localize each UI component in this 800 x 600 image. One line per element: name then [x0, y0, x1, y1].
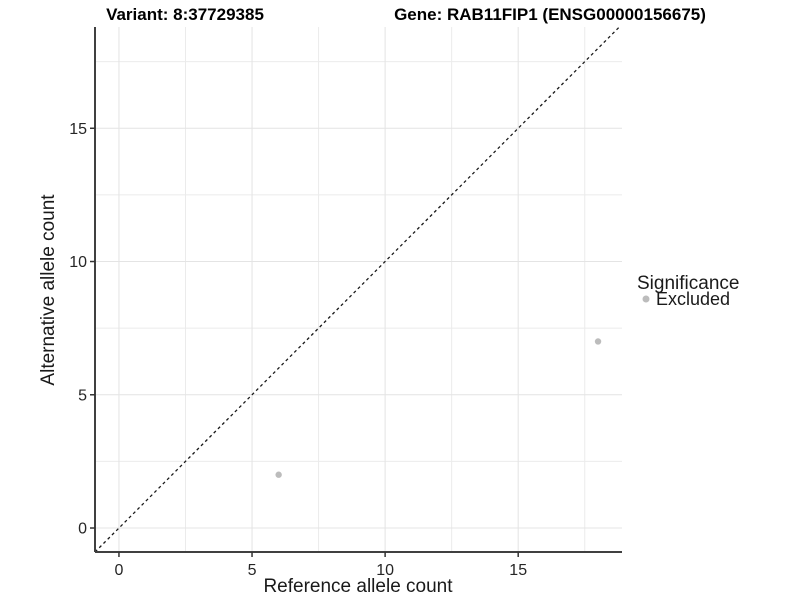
y-tick-label: 5 — [78, 387, 87, 404]
reference-line — [94, 26, 620, 553]
variant-title: Variant: 8:37729385 — [106, 5, 264, 24]
identity-line — [94, 26, 620, 553]
gene-title: Gene: RAB11FIP1 (ENSG00000156675) — [394, 5, 706, 24]
tick-marks — [90, 127, 519, 557]
y-tick-label: 15 — [69, 121, 87, 138]
x-tick-label: 0 — [115, 562, 124, 579]
tick-labels: 0 5 10 15 0 5 10 15 — [69, 121, 527, 579]
legend-title: Significance — [637, 273, 739, 294]
x-axis-title: Reference allele count — [263, 576, 453, 597]
x-tick-label: 15 — [509, 562, 527, 579]
y-tick-label: 0 — [78, 521, 87, 538]
legend: Significance Excluded — [637, 273, 739, 309]
axis-lines — [94, 27, 622, 553]
data-point — [594, 338, 602, 345]
x-tick-label: 10 — [376, 562, 394, 579]
legend-item-excluded: Excluded — [642, 289, 730, 309]
y-axis-title: Alternative allele count — [38, 194, 59, 386]
gridlines-major — [95, 27, 622, 552]
legend-item-label: Excluded — [656, 289, 730, 309]
x-tick-label: 5 — [248, 562, 257, 579]
data-point — [275, 471, 282, 478]
legend-marker-dot — [642, 295, 650, 303]
data-points — [275, 338, 602, 478]
y-tick-label: 10 — [69, 254, 87, 271]
gridlines-minor — [95, 27, 622, 552]
